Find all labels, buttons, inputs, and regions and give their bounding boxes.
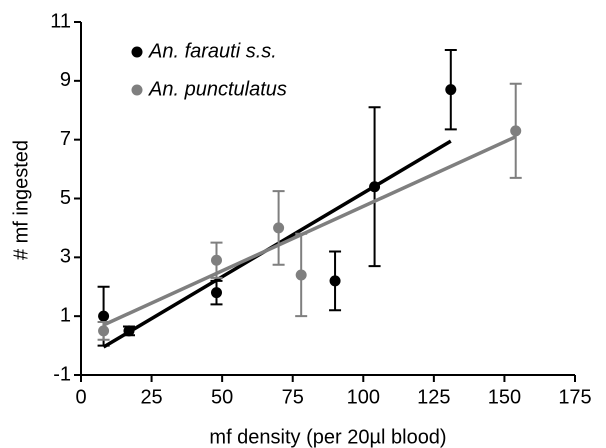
y-axis-label: # mf ingested — [10, 140, 32, 260]
data-point — [445, 84, 457, 96]
x-tick-label: 175 — [558, 386, 591, 408]
x-tick-label: 100 — [347, 386, 380, 408]
x-tick-label: 25 — [140, 386, 162, 408]
legend-marker — [131, 84, 143, 96]
fit-line — [102, 135, 517, 327]
y-tick-label: 7 — [60, 128, 71, 150]
x-tick-label: 0 — [75, 386, 86, 408]
x-tick-label: 50 — [211, 386, 233, 408]
data-point — [98, 310, 110, 322]
data-point — [329, 275, 341, 287]
data-point — [295, 269, 307, 281]
y-tick-label: 5 — [60, 187, 71, 209]
x-tick-label: 125 — [417, 386, 450, 408]
data-point — [510, 125, 522, 137]
data-point — [210, 287, 222, 299]
data-point — [123, 325, 135, 337]
y-tick-label: -1 — [53, 363, 71, 385]
data-point — [273, 222, 285, 234]
x-tick-label: 75 — [282, 386, 304, 408]
x-tick-label: 150 — [488, 386, 521, 408]
y-tick-label: 1 — [60, 304, 71, 326]
legend-text: An. farauti s.s. — [148, 40, 277, 62]
data-point — [369, 181, 381, 193]
data-point — [98, 325, 110, 337]
y-tick-label: 9 — [60, 69, 71, 91]
y-tick-label: 11 — [50, 10, 71, 32]
legend-marker — [131, 46, 143, 58]
data-point — [210, 254, 222, 266]
x-axis-label: mf density (per 20µl blood) — [209, 426, 446, 448]
y-tick-label: 3 — [60, 246, 71, 268]
legend-text: An. punctulatus — [148, 78, 287, 100]
